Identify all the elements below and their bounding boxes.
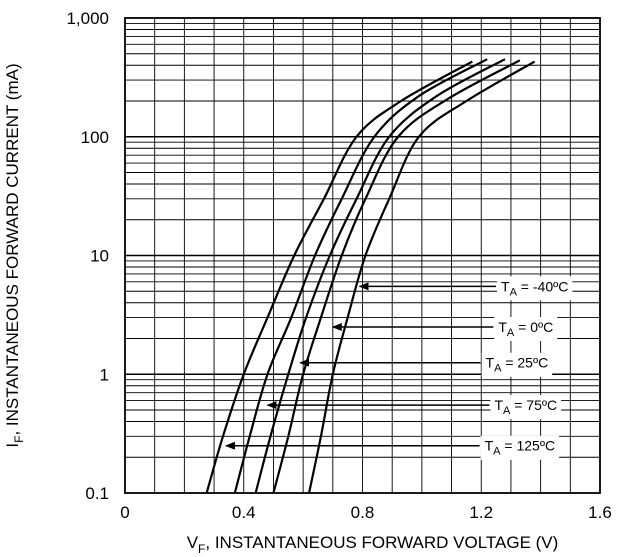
series-label-background — [494, 316, 558, 341]
series-label: TA = -40ºC — [501, 278, 568, 298]
series-label: TA = 125ºC — [485, 438, 555, 458]
x-tick-label: 0 — [120, 503, 129, 522]
y-tick-label: 1,000 — [66, 9, 109, 28]
x-axis-title: VF, INSTANTANEOUS FORWARD VOLTAGE (V) — [187, 533, 559, 556]
grid — [125, 18, 600, 493]
x-tick-label: 0.8 — [351, 503, 375, 522]
series-label-background — [490, 395, 562, 420]
y-tick-label: 10 — [90, 247, 109, 266]
y-tick-label: 0.1 — [85, 484, 109, 503]
annotations: TA = -40ºC TA = 0ºC TA = 25ºC TA = 75ºC TA =… — [224, 276, 573, 460]
series-label: TA = 75ºC — [494, 397, 557, 417]
tick-labels: 0 0.4 0.8 1.2 1.6 0.1 1 10 100 1,000 — [66, 9, 611, 522]
y-tick-label: 100 — [81, 128, 109, 147]
series-label-background — [480, 435, 560, 460]
axis-titles: VF, INSTANTANEOUS FORWARD VOLTAGE (V) IF,… — [3, 63, 558, 556]
plot-border — [124, 17, 601, 494]
plot-frame — [124, 17, 601, 494]
series-line-0 — [205, 60, 473, 494]
series-line-2 — [254, 58, 506, 494]
x-tick-label: 1.6 — [588, 503, 612, 522]
series-label-background — [497, 276, 573, 301]
series-label: TA = 25ºC — [486, 355, 549, 375]
curves — [205, 58, 536, 494]
y-tick-label: 1 — [100, 365, 109, 384]
series-line-4 — [307, 60, 536, 494]
series-label-background — [481, 352, 553, 377]
series-label: TA = 0ºC — [498, 319, 553, 339]
y-axis-title: IF, INSTANTANEOUS FORWARD CURRENT (mA) — [3, 63, 26, 447]
x-tick-label: 1.2 — [469, 503, 493, 522]
x-tick-label: 0.4 — [232, 503, 256, 522]
series-line-1 — [233, 58, 488, 494]
series-line-3 — [272, 59, 521, 494]
